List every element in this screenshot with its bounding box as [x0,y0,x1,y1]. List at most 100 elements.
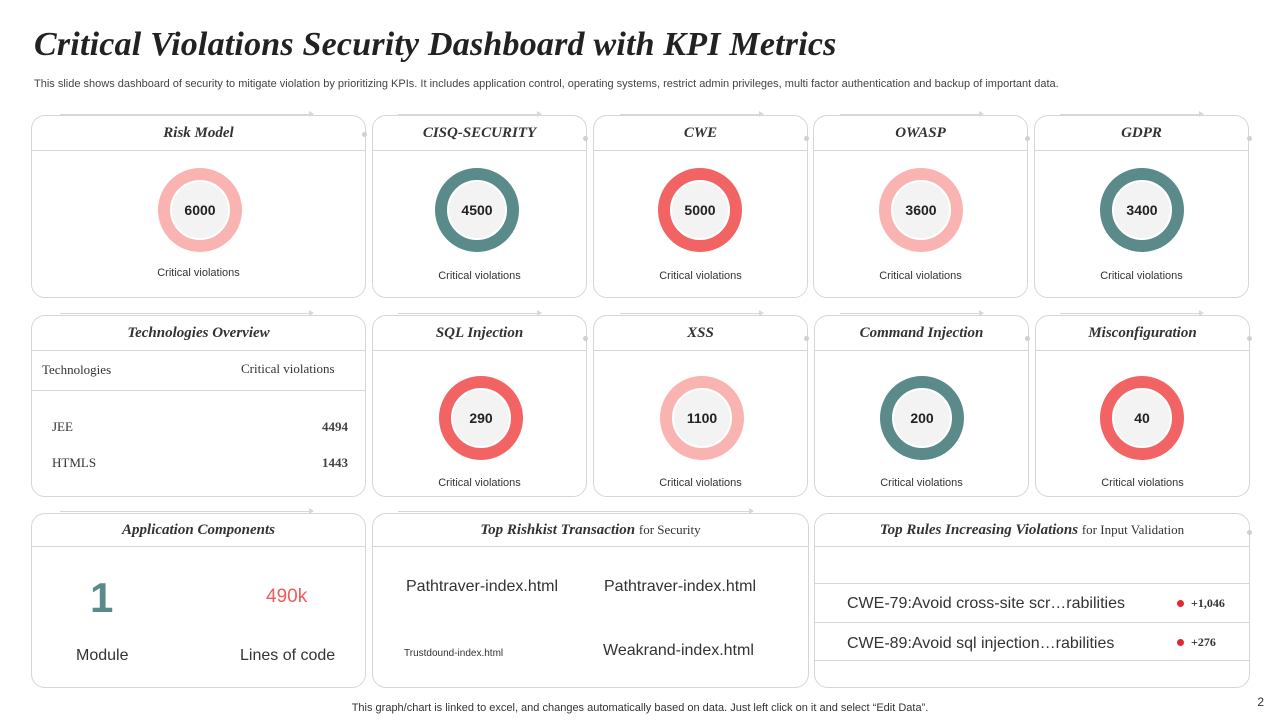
modules-label: Module [76,647,129,664]
card-title: Technologies Overview [32,316,365,351]
kpi-value: 1100 [674,390,730,446]
rule-row-text: CWE-89:Avoid sql injection…rabilities [847,635,1115,652]
table-divider [815,583,1249,584]
kpi-caption: Critical violations [1101,477,1184,489]
kpi-card-title: GDPR [1035,116,1248,151]
decorative-dot [1247,136,1252,141]
rule-row-text: CWE-79:Avoid cross-site scr…rabilities [847,595,1125,612]
kpi-card-sql-injection: SQL Injection 290 Critical violations [372,315,587,497]
decorative-dot [583,136,588,141]
kpi-donut: 1100 [660,376,744,460]
kpi-value: 5000 [672,182,728,238]
kpi-card-title: CWE [594,116,807,151]
transaction-item: Weakrand-index.html [603,642,754,659]
kpi-donut: 4500 [435,168,519,252]
kpi-card-title: XSS [594,316,807,351]
card-title-main: Top Rules Increasing Violations [879,522,1079,538]
lines-of-code-value: 490k [266,586,308,607]
decorative-dot [1025,136,1030,141]
kpi-card-risk-model: Risk Model 6000 Critical violations [31,115,366,298]
kpi-donut: 5000 [658,168,742,252]
top-riskiest-transaction-card: Top Rishkist Transaction for Security Pa… [372,513,809,688]
transaction-item: Pathtraver-index.html [406,578,559,595]
decorative-dot [1247,530,1252,535]
card-title-suffix: for Security [638,522,701,537]
application-components-card: Application Components 1 490k Module Lin… [31,513,366,688]
table-divider [32,390,365,391]
table-header-technologies: Technologies [42,362,112,377]
decorative-arrow-line [60,310,314,316]
kpi-caption: Critical violations [659,477,742,489]
kpi-donut: 6000 [158,168,242,252]
rule-row-delta: +1,046 [1191,596,1225,610]
kpi-donut: 3400 [1100,168,1184,252]
kpi-value: 3400 [1114,182,1170,238]
transaction-item: Trustdound-index.html [404,648,504,659]
kpi-donut: 200 [880,376,964,460]
lines-of-code-label: Lines of code [240,647,336,664]
kpi-value: 290 [453,390,509,446]
page-subtitle: This slide shows dashboard of security t… [34,78,1059,90]
technologies-overview-card: Technologies Overview Technologies Criti… [31,315,366,497]
kpi-card-title: Misconfiguration [1036,316,1249,351]
kpi-donut: 3600 [879,168,963,252]
kpi-value: 3600 [893,182,949,238]
card-title-suffix: for Input Validation [1081,522,1185,537]
kpi-value: 4500 [449,182,505,238]
card-title: Top Rules Increasing Violations for Inpu… [815,514,1249,547]
kpi-card-cwe: CWE 5000 Critical violations [593,115,808,298]
card-title: Top Rishkist Transaction for Security [373,514,808,547]
table-row-value: 4494 [322,419,348,434]
kpi-card-owasp: OWASP 3600 Critical violations [813,115,1028,298]
decorative-arrow-line [398,310,542,316]
table-row-name: JEE [52,419,73,434]
footer-note: This graph/chart is linked to excel, and… [351,702,929,714]
decorative-dot [804,336,809,341]
kpi-card-xss: XSS 1100 Critical violations [593,315,808,497]
decorative-arrow-line [620,310,764,316]
decorative-arrow-line [60,508,314,514]
decorative-dot [583,336,588,341]
kpi-card-title: CISQ-SECURITY [373,116,586,151]
kpi-caption: Critical violations [880,477,963,489]
decorative-arrow-line [398,508,754,514]
kpi-value: 6000 [172,182,228,238]
rule-alert-dot [1177,600,1184,607]
kpi-donut: 290 [439,376,523,460]
table-row-name: HTMLS [52,455,97,470]
kpi-caption: Critical violations [1100,270,1183,282]
kpi-caption: Critical violations [659,270,742,282]
kpi-value: 200 [894,390,950,446]
kpi-caption: Critical violations [157,267,240,279]
table-row-value: 1443 [322,455,348,470]
kpi-card-misconfiguration: Misconfiguration 40 Critical violations [1035,315,1250,497]
rule-alert-dot [1177,639,1184,646]
rule-row-delta: +276 [1191,635,1216,649]
decorative-arrow-line [398,111,542,117]
top-rules-card: Top Rules Increasing Violations for Inpu… [814,513,1250,688]
decorative-dot [1247,336,1252,341]
decorative-dot [1025,336,1030,341]
card-title: Application Components [32,514,365,547]
card-title-main: Top Rishkist Transaction [480,522,636,538]
decorative-dot [804,136,809,141]
kpi-card-title: OWASP [814,116,1027,151]
kpi-value: 40 [1114,390,1170,446]
kpi-caption: Critical violations [438,477,521,489]
table-header-violations: Critical violations [241,361,335,376]
decorative-arrow-line [1060,310,1204,316]
decorative-arrow-line [840,310,984,316]
kpi-card-title: Command Injection [815,316,1028,351]
kpi-card-gdpr: GDPR 3400 Critical violations [1034,115,1249,298]
kpi-caption: Critical violations [438,270,521,282]
kpi-donut: 40 [1100,376,1184,460]
kpi-card-title: Risk Model [32,116,365,151]
table-divider [815,660,1249,661]
decorative-arrow-line [840,111,984,117]
kpi-caption: Critical violations [879,270,962,282]
decorative-arrow-line [1060,111,1204,117]
kpi-card-command-injection: Command Injection 200 Critical violation… [814,315,1029,497]
page-title: Critical Violations Security Dashboard w… [34,26,837,63]
table-divider [815,622,1249,623]
decorative-arrow-line [620,111,764,117]
